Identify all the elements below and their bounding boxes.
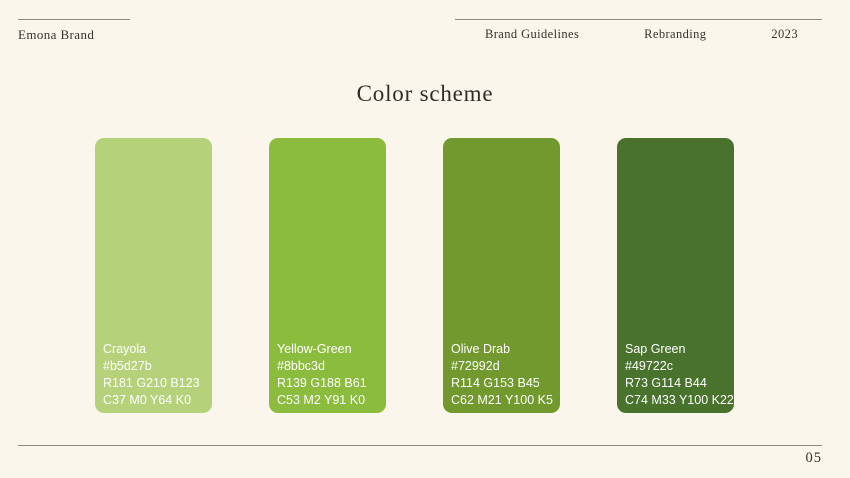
swatch-rgb: R73 G114 B44	[625, 376, 707, 390]
swatch-hex: #72992d	[451, 359, 500, 373]
footer-divider	[18, 445, 822, 446]
page-number: 05	[805, 450, 822, 466]
swatch-hex: #b5d27b	[103, 359, 152, 373]
swatch-info: Yellow-Green #8bbc3d R139 G188 B61 C53 M…	[277, 341, 382, 409]
swatch-cmyk: C62 M21 Y100 K5	[451, 393, 553, 407]
swatch-rgb: R114 G153 B45	[451, 376, 540, 390]
header-item-guidelines: Brand Guidelines	[485, 27, 580, 41]
brand-name: Emona Brand	[18, 27, 95, 42]
swatch-sap-green: Sap Green #49722c R73 G114 B44 C74 M33 Y…	[617, 138, 734, 413]
swatch-name: Crayola	[103, 342, 147, 356]
swatch-yellow-green: Yellow-Green #8bbc3d R139 G188 B61 C53 M…	[269, 138, 386, 413]
swatch-info: Crayola #b5d27b R181 G210 B123 C37 M0 Y6…	[103, 341, 208, 409]
header-item-rebranding: Rebranding	[644, 27, 707, 41]
swatch-cmyk: C37 M0 Y64 K0	[103, 393, 192, 407]
swatch-cmyk: C53 M2 Y91 K0	[277, 393, 366, 407]
header-brand: Emona Brand	[18, 19, 130, 43]
swatch-name: Yellow-Green	[277, 342, 352, 356]
header-meta: Brand Guidelines Rebranding 2023	[455, 19, 822, 42]
swatch-rgb: R181 G210 B123	[103, 376, 200, 390]
swatch-hex: #49722c	[625, 359, 673, 373]
swatch-rgb: R139 G188 B61	[277, 376, 367, 390]
swatch-name: Sap Green	[625, 342, 686, 356]
swatch-name: Olive Drab	[451, 342, 511, 356]
swatch-hex: #8bbc3d	[277, 359, 325, 373]
swatch-crayola: Crayola #b5d27b R181 G210 B123 C37 M0 Y6…	[95, 138, 212, 413]
color-swatch-row: Crayola #b5d27b R181 G210 B123 C37 M0 Y6…	[95, 138, 734, 413]
swatch-info: Olive Drab #72992d R114 G153 B45 C62 M21…	[451, 341, 556, 409]
header-item-year: 2023	[771, 27, 798, 41]
swatch-cmyk: C74 M33 Y100 K22	[625, 393, 734, 407]
swatch-info: Sap Green #49722c R73 G114 B44 C74 M33 Y…	[625, 341, 734, 409]
swatch-olive-drab: Olive Drab #72992d R114 G153 B45 C62 M21…	[443, 138, 560, 413]
page-title: Color scheme	[356, 81, 494, 107]
